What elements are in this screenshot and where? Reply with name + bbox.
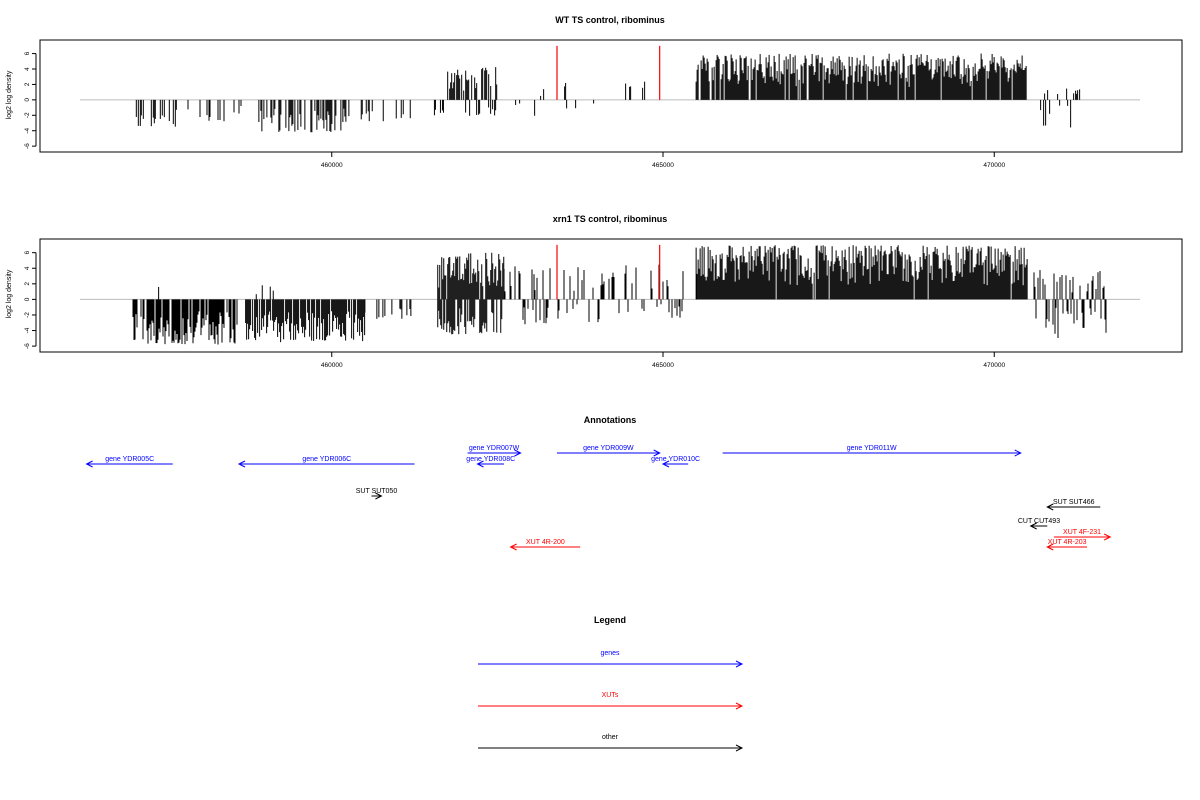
- y-axis-label: log2 log density: [6, 269, 13, 318]
- x-tick-label: 465000: [652, 362, 674, 369]
- annotation-label: gene YDR005C: [105, 456, 154, 463]
- annotation-label: XUT 4R-203: [1048, 539, 1087, 546]
- x-tick-label: 465000: [652, 162, 674, 169]
- coverage-bars: [80, 45, 1140, 133]
- arrow-head: [1014, 449, 1022, 457]
- annotation-label: SUT SUT050: [356, 488, 398, 495]
- annotation-xut-4r-203: XUT 4R-203: [1046, 539, 1087, 551]
- annotation-arrows: gene YDR005C gene YDR006C gene YDR007W gene…: [85, 445, 1112, 551]
- arrow-head: [653, 449, 661, 457]
- y-tick-label: 2: [24, 282, 31, 286]
- legend-entries: genes XUTs other: [478, 650, 744, 752]
- y-tick-label: -4: [24, 327, 31, 333]
- x-tick-label: 460000: [321, 362, 343, 369]
- xrn1-ribominus-panel: xrn1 TS control, ribominus log2 log dens…: [6, 214, 1183, 369]
- arrow-head: [85, 460, 93, 468]
- annotation-label: XUT 4F-231: [1063, 529, 1101, 536]
- coverage-bars: [80, 244, 1140, 345]
- arrow-head: [735, 660, 744, 668]
- plot-frame: [39, 39, 1183, 153]
- annotation-sut-sut466: SUT SUT466: [1046, 499, 1101, 511]
- annotation-label: SUT SUT466: [1053, 499, 1095, 506]
- annotation-label: XUT 4R-200: [526, 539, 565, 546]
- y-tick-label: -4: [24, 127, 31, 133]
- legend-item-xuts: XUTs: [478, 692, 744, 710]
- annotation-gene-ydr009w: gene YDR009W: [557, 445, 661, 457]
- legend-item-other: other: [478, 734, 744, 752]
- annotation-xut-4r-200: XUT 4R-200: [509, 539, 581, 551]
- legend-title: Legend: [594, 615, 626, 625]
- arrow-head: [661, 460, 670, 468]
- x-tick-label: 470000: [983, 362, 1005, 369]
- legend-label: other: [602, 734, 619, 741]
- annotation-label: gene YDR006C: [302, 456, 351, 463]
- annotation-xut-4f-231: XUT 4F-231: [1053, 529, 1112, 541]
- arrow-head: [514, 449, 522, 457]
- y-tick-label: 0: [24, 98, 31, 102]
- annotation-sut-sut050: SUT SUT050: [356, 488, 398, 500]
- legend-item-genes: genes: [478, 650, 744, 668]
- arrow-head: [509, 543, 517, 551]
- arrow-head: [476, 460, 484, 468]
- y-tick-label: 2: [24, 82, 31, 86]
- annotation-label: gene YDR011W: [847, 445, 897, 452]
- y-tick-label: 4: [24, 67, 31, 71]
- legend-label: XUTs: [602, 692, 619, 699]
- wt-ribominus-panel: WT TS control, ribominus log2 log densit…: [6, 15, 1183, 169]
- arrow-head: [375, 492, 383, 500]
- annotations-panel: Annotations gene YDR005C gene YDR006Cgene…: [85, 415, 1112, 551]
- annotation-label: gene YDR008C: [466, 456, 515, 463]
- arrow-head: [1046, 543, 1054, 551]
- annotations-title: Annotations: [584, 415, 637, 425]
- annotation-gene-ydr007w: gene YDR007W: [467, 445, 522, 457]
- axes: -6 -4 -2 0 2 4 6 460000 465000 470000: [24, 51, 1005, 169]
- annotation-label: gene YDR009W: [583, 445, 634, 452]
- arrow-head: [1103, 533, 1112, 541]
- annotation-label: gene YDR007W: [469, 445, 520, 452]
- arrow-head: [735, 702, 744, 710]
- x-tick-label: 460000: [321, 162, 343, 169]
- arrow-head: [735, 744, 744, 752]
- y-tick-label: -2: [24, 312, 31, 318]
- y-tick-label: -6: [24, 343, 31, 349]
- arrow-head: [1046, 503, 1054, 511]
- axes: -6 -4 -2 0 2 4 6 460000 465000 470000: [24, 250, 1005, 369]
- annotation-gene-ydr010c: gene YDR010C: [651, 456, 700, 468]
- annotation-gene-ydr005c: gene YDR005C: [85, 456, 173, 468]
- y-tick-label: 0: [24, 297, 31, 301]
- arrow-head: [237, 460, 246, 468]
- chart-title: WT TS control, ribominus: [555, 15, 665, 25]
- arrow-head: [1029, 522, 1037, 530]
- y-tick-label: 6: [24, 250, 31, 254]
- legend-label: genes: [600, 650, 620, 657]
- chart-title: xrn1 TS control, ribominus: [553, 214, 668, 224]
- annotation-gene-ydr011w: gene YDR011W: [722, 445, 1022, 457]
- y-tick-label: 4: [24, 266, 31, 270]
- annotation-gene-ydr008c: gene YDR008C: [466, 456, 515, 468]
- y-tick-label: -2: [24, 112, 31, 118]
- plot-frame: [39, 238, 1183, 353]
- y-tick-label: -6: [24, 143, 31, 149]
- legend-panel: Legend genes XUTs other: [478, 615, 744, 752]
- annotation-label: gene YDR010C: [651, 456, 700, 463]
- x-tick-label: 470000: [983, 162, 1005, 169]
- y-tick-label: 6: [24, 51, 31, 55]
- annotation-gene-ydr006c: gene YDR006C: [237, 456, 415, 468]
- annotation-label: CUT CUT493: [1018, 518, 1060, 525]
- y-axis-label: log2 log density: [6, 70, 13, 119]
- annotation-cut-cut493: CUT CUT493: [1018, 518, 1060, 530]
